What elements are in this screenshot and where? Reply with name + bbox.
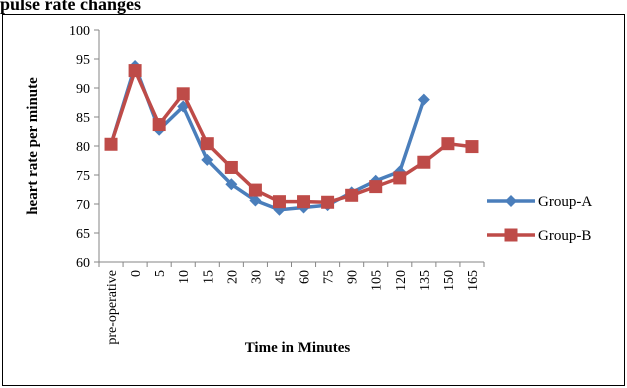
data-point	[393, 171, 407, 185]
x-tick-label: 5	[153, 270, 168, 277]
y-axis-title: heart rate per minute	[25, 77, 41, 215]
data-point	[465, 140, 479, 154]
y-tick-label: 70	[76, 198, 90, 213]
x-tick-label: 60	[298, 270, 313, 284]
x-tick-label: 150	[442, 270, 457, 291]
x-tick-label: 15	[201, 270, 216, 284]
data-point	[417, 155, 431, 169]
data-point	[441, 137, 455, 151]
legend: Group-A Group-B	[487, 194, 592, 244]
legend-marker	[504, 228, 518, 242]
data-point	[369, 180, 383, 194]
data-point	[321, 195, 335, 209]
series-layer	[104, 59, 479, 216]
x-tick-label: 30	[249, 270, 264, 284]
legend-item: Group-A	[487, 194, 592, 210]
legend-item: Group-B	[487, 228, 591, 244]
data-point	[201, 153, 214, 166]
x-tick-label: 105	[370, 270, 385, 291]
x-tick-label: 10	[177, 270, 192, 284]
data-point	[248, 183, 262, 197]
data-point	[104, 137, 118, 151]
chart-frame	[2, 14, 625, 386]
y-tick-label: 75	[76, 169, 90, 184]
legend-label: Group-A	[538, 194, 592, 210]
x-tick-label: 45	[273, 270, 288, 284]
x-tick-label: 120	[394, 270, 409, 291]
x-tick-label: 165	[466, 270, 481, 291]
data-point	[152, 118, 166, 132]
y-tick-label: 100	[69, 24, 90, 39]
y-axis: 60 65 70 75 80 85 90 95 100	[69, 24, 100, 271]
legend-label: Group-B	[538, 228, 591, 244]
data-point	[297, 195, 311, 209]
x-tick-label: 135	[418, 270, 433, 291]
y-tick-label: 60	[76, 256, 90, 271]
x-tick-label: 90	[346, 270, 361, 284]
series-group-b	[104, 64, 479, 209]
data-point	[224, 160, 238, 174]
x-tick-label: 20	[225, 270, 240, 284]
y-tick-label: 80	[76, 140, 90, 155]
data-point	[176, 87, 190, 101]
x-axis-title: Time in Minutes	[245, 340, 351, 356]
data-point	[345, 188, 359, 202]
y-tick-label: 90	[76, 82, 90, 97]
y-tick-label: 85	[76, 111, 90, 126]
data-point	[225, 178, 238, 191]
x-tick-label: pre-operative	[105, 270, 120, 345]
data-point	[200, 137, 214, 151]
data-point	[249, 194, 262, 207]
data-point	[417, 93, 430, 106]
y-tick-label: 65	[76, 227, 90, 242]
x-tick-label: 75	[322, 270, 337, 284]
data-point	[128, 64, 142, 78]
data-point	[272, 195, 286, 209]
page-title: pulse rate changes	[0, 0, 141, 14]
legend-marker	[505, 195, 517, 207]
x-axis: pre-operative 0 5 10 15 20 30 45 60 75 90 105 120 135…	[98, 261, 485, 345]
series-line	[109, 68, 473, 205]
y-tick-label: 95	[76, 53, 90, 68]
x-tick-label: 0	[129, 270, 144, 277]
